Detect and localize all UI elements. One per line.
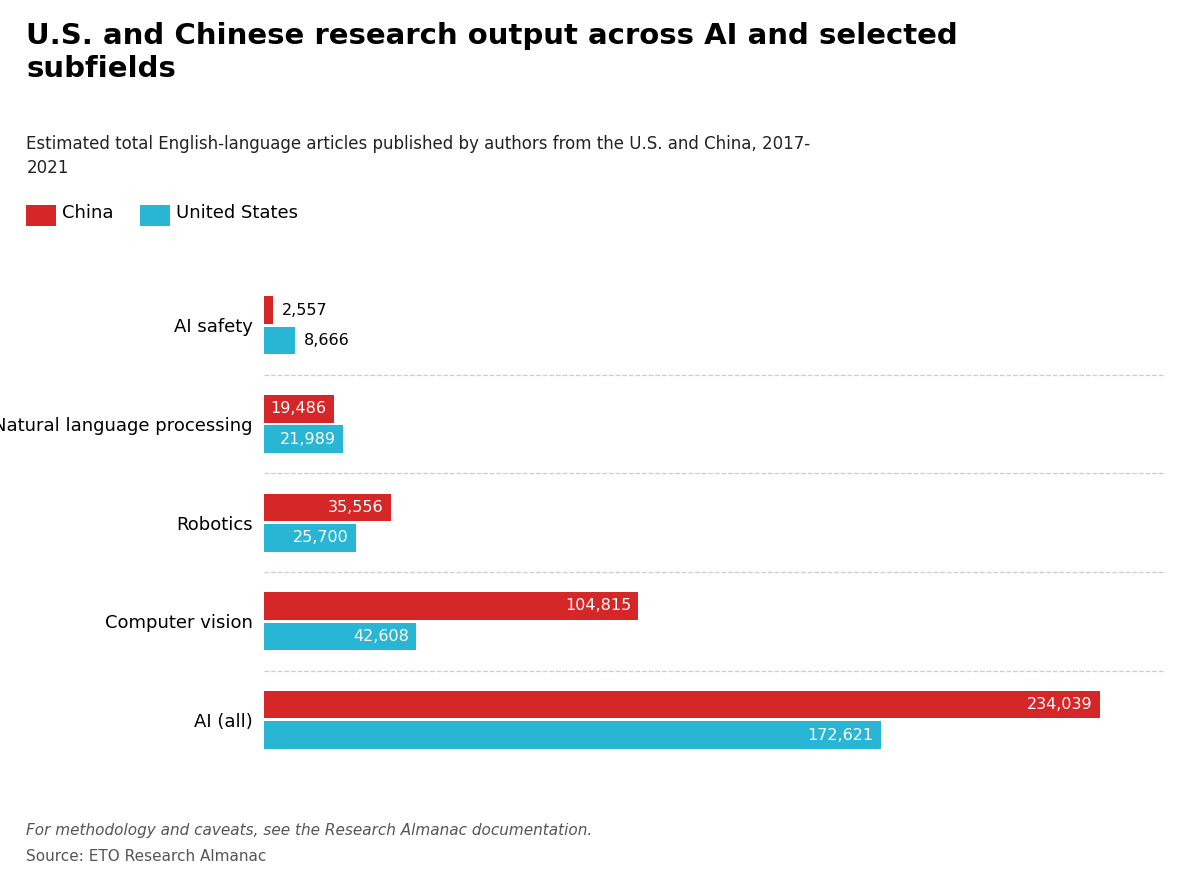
Bar xyxy=(264,691,1100,719)
Text: China: China xyxy=(62,205,114,222)
Text: 19,486: 19,486 xyxy=(270,402,326,416)
Text: Source: ETO Research Almanac: Source: ETO Research Almanac xyxy=(26,849,266,864)
Text: Estimated total English-language articles published by authors from the U.S. and: Estimated total English-language article… xyxy=(26,135,810,178)
Text: 2,557: 2,557 xyxy=(282,302,328,318)
Bar xyxy=(264,592,638,620)
Bar xyxy=(264,296,274,324)
Text: 8,666: 8,666 xyxy=(304,334,349,348)
Bar xyxy=(264,494,391,521)
Text: For methodology and caveats, see the Research Almanac documentation.: For methodology and caveats, see the Res… xyxy=(26,823,593,838)
Text: 25,700: 25,700 xyxy=(293,530,349,545)
Text: 104,815: 104,815 xyxy=(565,598,631,613)
Text: United States: United States xyxy=(176,205,299,222)
Bar xyxy=(264,425,342,453)
Bar xyxy=(264,623,416,651)
Bar xyxy=(264,524,355,551)
Text: U.S. and Chinese research output across AI and selected
subfields: U.S. and Chinese research output across … xyxy=(26,22,958,84)
Text: 42,608: 42,608 xyxy=(353,629,409,644)
Text: 35,556: 35,556 xyxy=(329,500,384,515)
Bar xyxy=(264,721,881,749)
Text: 234,039: 234,039 xyxy=(1027,697,1093,712)
Text: 172,621: 172,621 xyxy=(808,727,874,743)
Text: 21,989: 21,989 xyxy=(280,432,335,447)
Bar xyxy=(264,327,295,354)
Bar xyxy=(264,395,334,422)
